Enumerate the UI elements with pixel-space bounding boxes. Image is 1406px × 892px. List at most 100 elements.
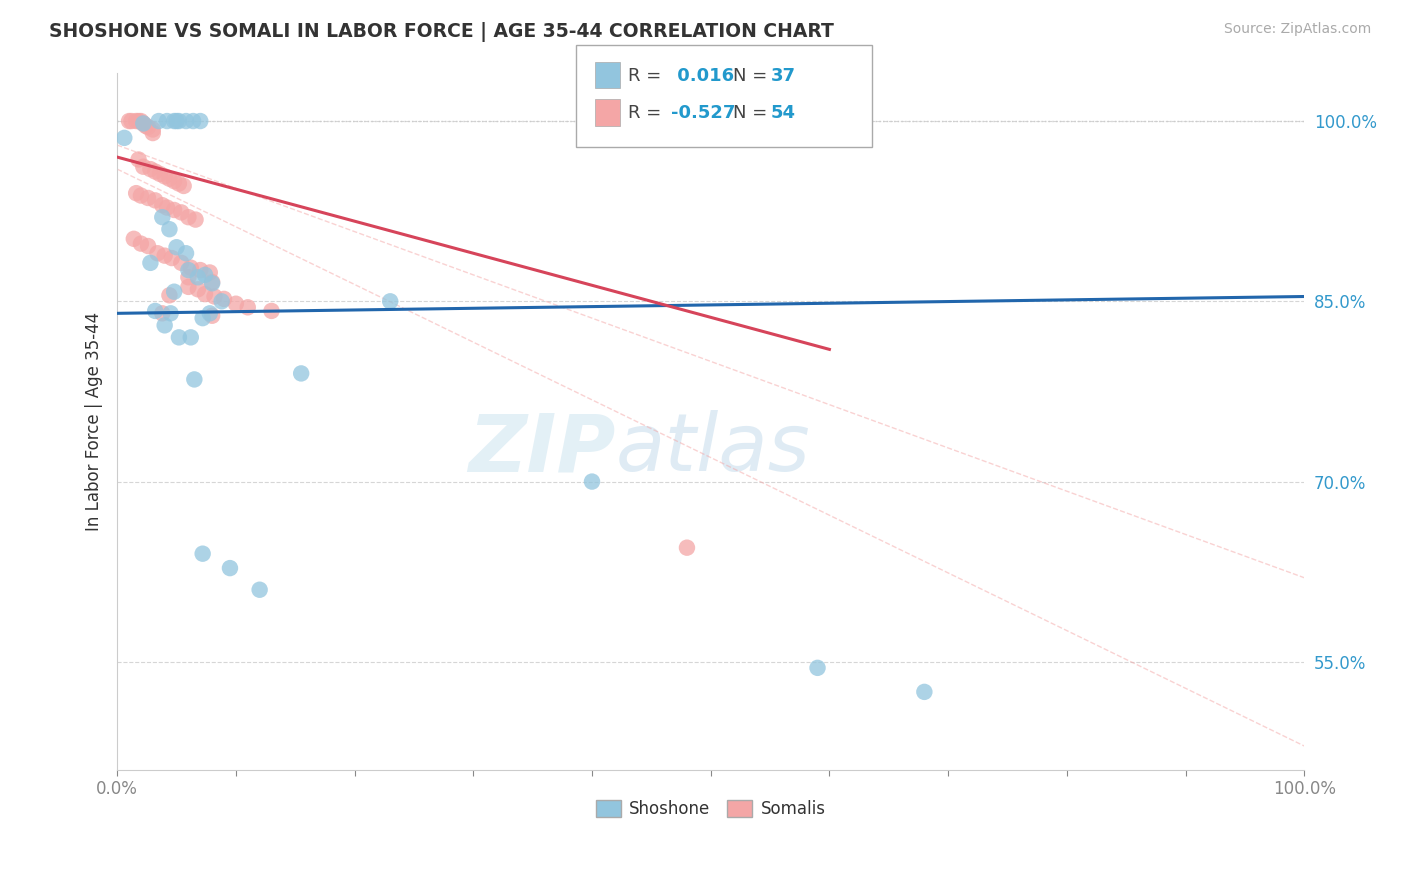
Text: -0.527: -0.527 bbox=[671, 104, 735, 122]
Point bbox=[118, 114, 141, 128]
Text: atlas: atlas bbox=[616, 410, 810, 488]
Point bbox=[181, 114, 204, 128]
Point bbox=[120, 114, 142, 128]
Point bbox=[148, 114, 170, 128]
Point bbox=[676, 541, 699, 555]
Point bbox=[132, 116, 155, 130]
Point bbox=[191, 547, 214, 561]
Text: ZIP: ZIP bbox=[468, 410, 616, 488]
Point bbox=[194, 287, 217, 301]
Point bbox=[194, 268, 217, 282]
Point bbox=[143, 164, 166, 178]
Point bbox=[180, 260, 202, 275]
Point bbox=[136, 191, 159, 205]
Point bbox=[201, 309, 224, 323]
Point bbox=[167, 330, 190, 344]
Point bbox=[236, 301, 259, 315]
Text: 0.016: 0.016 bbox=[671, 67, 734, 85]
Point bbox=[132, 116, 155, 130]
Text: 37: 37 bbox=[770, 67, 796, 85]
Point bbox=[125, 114, 148, 128]
Point bbox=[122, 232, 145, 246]
Text: 54: 54 bbox=[770, 104, 796, 122]
Point bbox=[136, 239, 159, 253]
Point bbox=[128, 153, 150, 167]
Point bbox=[260, 304, 283, 318]
Point bbox=[157, 171, 180, 186]
Point bbox=[290, 367, 312, 381]
Point bbox=[183, 372, 205, 386]
Point bbox=[184, 212, 207, 227]
Point bbox=[153, 169, 176, 184]
Point bbox=[150, 306, 173, 320]
Point bbox=[135, 119, 157, 133]
Point bbox=[142, 122, 165, 136]
Point bbox=[163, 174, 186, 188]
Text: R =: R = bbox=[628, 104, 668, 122]
Point bbox=[187, 270, 209, 285]
Point bbox=[136, 120, 159, 134]
Point bbox=[198, 306, 221, 320]
Point bbox=[157, 288, 180, 302]
Text: N =: N = bbox=[733, 104, 772, 122]
Point bbox=[211, 294, 233, 309]
Point bbox=[912, 685, 935, 699]
Point bbox=[188, 114, 211, 128]
Point bbox=[177, 210, 200, 224]
Point bbox=[143, 194, 166, 208]
Text: N =: N = bbox=[733, 67, 772, 85]
Point bbox=[143, 304, 166, 318]
Point bbox=[129, 236, 152, 251]
Text: SHOSHONE VS SOMALI IN LABOR FORCE | AGE 35-44 CORRELATION CHART: SHOSHONE VS SOMALI IN LABOR FORCE | AGE … bbox=[49, 22, 834, 42]
Point bbox=[167, 114, 190, 128]
Point bbox=[198, 265, 221, 279]
Point bbox=[249, 582, 271, 597]
Point bbox=[174, 246, 197, 260]
Point bbox=[112, 131, 135, 145]
Point bbox=[163, 114, 186, 128]
Point bbox=[128, 114, 150, 128]
Point bbox=[160, 251, 183, 265]
Point bbox=[159, 306, 181, 320]
Point bbox=[225, 296, 247, 310]
Point bbox=[132, 160, 155, 174]
Point bbox=[156, 201, 179, 215]
Point bbox=[139, 256, 162, 270]
Point bbox=[219, 561, 242, 575]
Point bbox=[204, 289, 226, 303]
Point bbox=[157, 222, 180, 236]
Point bbox=[212, 292, 235, 306]
Point bbox=[174, 114, 197, 128]
Point bbox=[156, 114, 179, 128]
Point bbox=[129, 188, 152, 202]
Point bbox=[150, 198, 173, 212]
Point bbox=[177, 270, 200, 285]
Point bbox=[153, 318, 176, 333]
Point bbox=[201, 277, 224, 291]
Point bbox=[163, 202, 186, 217]
Point bbox=[149, 167, 172, 181]
Point bbox=[806, 661, 828, 675]
Text: R =: R = bbox=[628, 67, 668, 85]
Point bbox=[150, 210, 173, 224]
Point bbox=[177, 280, 200, 294]
Point bbox=[581, 475, 603, 489]
Y-axis label: In Labor Force | Age 35-44: In Labor Force | Age 35-44 bbox=[86, 312, 103, 531]
Point bbox=[188, 263, 211, 277]
Point bbox=[142, 126, 165, 140]
Point bbox=[166, 240, 188, 254]
Point bbox=[167, 177, 190, 191]
Point bbox=[170, 205, 193, 219]
Point bbox=[201, 275, 224, 289]
Point bbox=[153, 249, 176, 263]
Point bbox=[191, 311, 214, 326]
Point bbox=[139, 162, 162, 177]
Point bbox=[180, 330, 202, 344]
Point bbox=[129, 114, 152, 128]
Point bbox=[163, 285, 186, 299]
Text: Source: ZipAtlas.com: Source: ZipAtlas.com bbox=[1223, 22, 1371, 37]
Point bbox=[146, 246, 169, 260]
Legend: Shoshone, Somalis: Shoshone, Somalis bbox=[589, 793, 832, 824]
Point bbox=[170, 256, 193, 270]
Point bbox=[166, 114, 188, 128]
